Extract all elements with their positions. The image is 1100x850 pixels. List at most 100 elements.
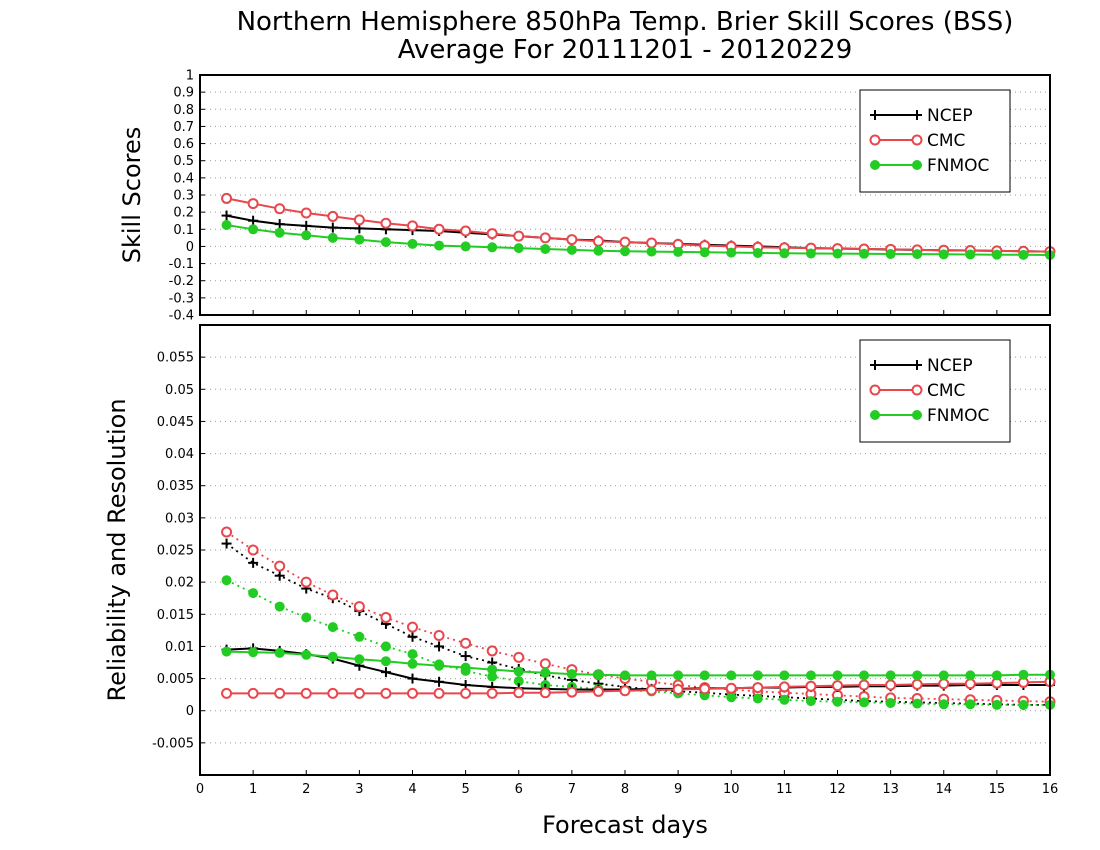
data-point xyxy=(991,670,1002,681)
data-point xyxy=(460,651,471,662)
legend: NCEP CMC FNMOC xyxy=(859,89,1011,193)
data-point xyxy=(911,678,923,690)
data-point xyxy=(327,232,338,243)
data-point xyxy=(327,687,339,699)
x-tick-label-6: 6 xyxy=(515,782,523,797)
data-point xyxy=(407,621,418,633)
data-point xyxy=(248,647,259,658)
y-tick-label-8: 0.4 xyxy=(173,171,194,186)
x-tick-label-2: 2 xyxy=(302,782,310,797)
data-point xyxy=(274,570,285,581)
data-point xyxy=(779,670,790,681)
data-point xyxy=(248,557,259,568)
data-point xyxy=(859,248,870,259)
data-point xyxy=(248,588,259,599)
data-point xyxy=(752,693,763,704)
data-point xyxy=(380,217,392,229)
data-point xyxy=(539,658,551,670)
data-point xyxy=(487,242,498,253)
legend-marker xyxy=(912,110,922,120)
data-point xyxy=(460,637,472,649)
y-tick-label-3: 0.01 xyxy=(165,640,194,655)
legend-label: FNMOC xyxy=(927,406,989,426)
data-point xyxy=(858,679,870,691)
x-tick-label-13: 13 xyxy=(882,782,899,797)
series-line xyxy=(226,542,1050,706)
y-axis-label-skill: Skill Scores xyxy=(118,127,146,264)
data-point xyxy=(779,248,790,259)
data-point xyxy=(247,198,259,210)
data-point xyxy=(433,223,445,235)
data-point xyxy=(486,645,498,657)
data-point xyxy=(805,696,816,707)
data-point xyxy=(327,222,338,233)
legend-entry-fnmoc: FNMOC xyxy=(870,156,989,176)
legend-marker xyxy=(911,384,923,396)
legend-label: NCEP xyxy=(927,356,973,376)
data-point xyxy=(353,601,365,613)
data-point xyxy=(805,670,816,681)
data-point xyxy=(646,237,658,249)
data-point xyxy=(407,631,418,642)
legend-marker xyxy=(870,110,880,120)
x-axis-label: Forecast days xyxy=(542,811,708,839)
data-point xyxy=(593,245,604,256)
data-point xyxy=(380,612,392,623)
y-tick-label-10: 0.6 xyxy=(173,137,194,152)
x-tick-label-1: 1 xyxy=(249,782,257,797)
data-point xyxy=(407,238,418,249)
data-point xyxy=(566,234,578,246)
data-point xyxy=(620,670,630,681)
data-point xyxy=(380,656,391,667)
legend-entry-ncep: NCEP xyxy=(870,356,973,376)
data-point xyxy=(513,230,525,242)
series-cmc-solid xyxy=(221,192,1056,258)
legend-marker xyxy=(870,410,880,420)
y-tick-label-10: 0.045 xyxy=(157,415,194,430)
data-point xyxy=(301,649,312,660)
y-tick-label-4: 0 xyxy=(186,240,194,255)
legend-marker xyxy=(911,134,923,146)
x-tick-label-0: 0 xyxy=(196,782,204,797)
legend-label: CMC xyxy=(927,131,965,151)
legend-label: NCEP xyxy=(927,106,973,126)
data-point xyxy=(779,694,790,705)
y-tick-label-2: 0.005 xyxy=(157,672,194,687)
x-tick-label-3: 3 xyxy=(355,782,363,797)
data-point xyxy=(248,215,259,226)
data-point xyxy=(327,651,338,662)
data-point xyxy=(248,224,259,235)
y-tick-label-5: 0.1 xyxy=(173,223,194,238)
chart-subtitle: Average For 20111201 - 20120229 xyxy=(398,35,853,65)
y-tick-label-11: 0.7 xyxy=(173,120,194,135)
x-tick-label-14: 14 xyxy=(935,782,952,797)
data-point xyxy=(752,682,764,694)
data-point xyxy=(832,680,843,692)
x-tick-label-5: 5 xyxy=(461,782,469,797)
legend-entry-ncep: NCEP xyxy=(870,106,973,126)
data-point xyxy=(327,589,339,601)
y-tick-label-9: 0.04 xyxy=(165,447,194,462)
data-point xyxy=(486,687,498,699)
data-point xyxy=(513,666,524,677)
data-point xyxy=(327,622,338,633)
data-point xyxy=(805,680,817,692)
data-point xyxy=(539,687,551,699)
data-point xyxy=(433,687,445,699)
data-point xyxy=(380,667,391,678)
y-tick-label-13: 0.9 xyxy=(173,86,194,101)
data-point xyxy=(221,220,232,230)
data-point xyxy=(620,246,630,257)
data-point xyxy=(407,687,418,699)
data-point xyxy=(274,227,285,238)
data-point xyxy=(274,687,286,699)
data-point xyxy=(460,687,472,699)
data-point xyxy=(221,192,233,204)
data-point xyxy=(673,246,684,257)
data-point xyxy=(300,687,312,699)
y-tick-label-12: 0.8 xyxy=(173,103,194,118)
data-point xyxy=(540,667,551,678)
data-point xyxy=(487,664,498,675)
data-point xyxy=(964,678,976,690)
plot-frame xyxy=(199,74,1051,316)
